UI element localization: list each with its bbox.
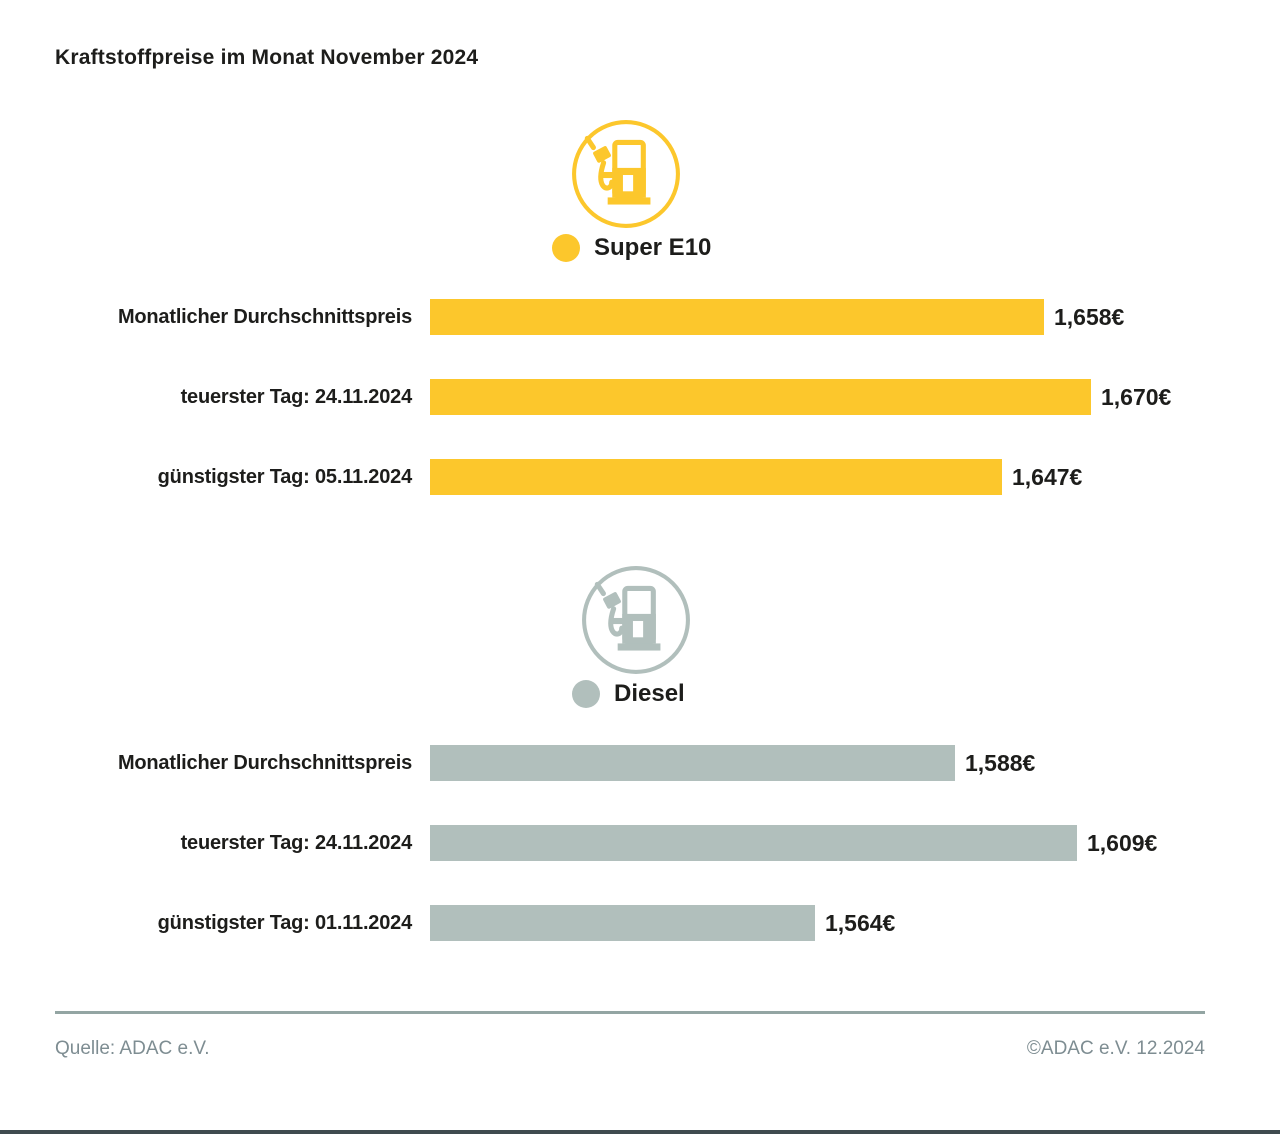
source-text: Quelle: ADAC e.V. [55,1038,210,1059]
bar [430,905,815,941]
legend-dot-gray [572,680,600,708]
bar-label: günstigster Tag: 05.11.2024 [157,465,413,488]
footer-divider [55,1011,1205,1014]
bar-label: teuerster Tag: 24.11.2024 [180,385,413,408]
bar-value: 1,609€ [1087,829,1158,856]
fuel-pump-icon [582,566,690,674]
legend-label: Diesel [614,680,685,707]
bar-row: günstigster Tag: 01.11.2024 1,564€ [55,905,1225,941]
bar-row: Monatlicher Durchschnittspreis 1,588€ [55,745,1225,781]
bar-value: 1,588€ [965,749,1036,776]
super-e10-bars: Monatlicher Durchschnittspreis 1,658€ te… [55,299,1225,539]
bar-track: 1,588€ [430,745,1035,781]
legend-dot-yellow [552,234,580,262]
bar [430,379,1091,415]
bar-value: 1,658€ [1054,303,1125,330]
bar-row: teuerster Tag: 24.11.2024 1,609€ [55,825,1225,861]
bar-label: Monatlicher Durchschnittspreis [117,751,412,774]
bar-track: 1,609€ [430,825,1157,861]
bar-label: günstigster Tag: 01.11.2024 [157,911,413,934]
bar-label: Monatlicher Durchschnittspreis [117,305,412,328]
legend-diesel: Diesel [572,680,685,708]
bottom-edge [0,1130,1280,1134]
bar-row: teuerster Tag: 24.11.2024 1,670€ [55,379,1225,415]
bar-track: 1,658€ [430,299,1124,335]
copyright-text: ©ADAC e.V. 12.2024 [1026,1038,1205,1059]
page-title: Kraftstoffpreise im Monat November 2024 [55,46,479,69]
footer: Quelle: ADAC e.V. ©ADAC e.V. 12.2024 [55,1038,1205,1060]
bar [430,745,955,781]
bar-track: 1,564€ [430,905,895,941]
bar [430,825,1077,861]
bar [430,459,1002,495]
legend-super-e10: Super E10 [552,234,711,262]
bar-track: 1,670€ [430,379,1171,415]
bar-track: 1,647€ [430,459,1082,495]
bar-value: 1,670€ [1101,383,1172,410]
bar-label: teuerster Tag: 24.11.2024 [180,831,413,854]
bar-row: günstigster Tag: 05.11.2024 1,647€ [55,459,1225,495]
bar-value: 1,564€ [825,909,896,936]
bar-value: 1,647€ [1012,463,1083,490]
legend-label: Super E10 [594,234,712,261]
bar-row: Monatlicher Durchschnittspreis 1,658€ [55,299,1225,335]
diesel-bars: Monatlicher Durchschnittspreis 1,588€ te… [55,745,1225,985]
fuel-pump-icon [572,120,680,228]
bar [430,299,1044,335]
